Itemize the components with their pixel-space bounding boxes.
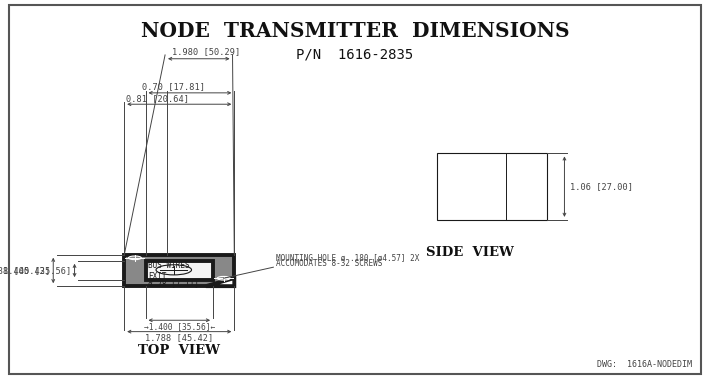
Text: DWG:  1616A-NODEDIM: DWG: 1616A-NODEDIM	[597, 360, 692, 369]
Text: →1.400 [35.56]←: →1.400 [35.56]←	[143, 322, 215, 331]
Text: 1.788 [45.42]: 1.788 [45.42]	[0, 266, 50, 275]
Text: NODE  TRANSMITTER  DIMENSIONS: NODE TRANSMITTER DIMENSIONS	[141, 21, 569, 41]
Text: ø.28 [7.11]: ø.28 [7.11]	[148, 279, 200, 288]
Text: 1.400 [35.56]: 1.400 [35.56]	[4, 266, 72, 275]
Bar	[124, 255, 234, 286]
Text: EXIT: EXIT	[148, 272, 167, 281]
Ellipse shape	[217, 276, 230, 280]
Text: 1.980 [50.29]: 1.980 [50.29]	[172, 47, 240, 56]
Polygon shape	[206, 278, 234, 286]
Text: 0.81 [20.64]: 0.81 [20.64]	[126, 94, 190, 103]
Text: TOP  VIEW: TOP VIEW	[138, 344, 220, 357]
Bar	[146, 261, 213, 280]
Text: BUS WIRES: BUS WIRES	[148, 262, 190, 271]
Text: 1.788 [45.42]: 1.788 [45.42]	[145, 334, 214, 343]
Text: P/N  1616-2835: P/N 1616-2835	[296, 47, 414, 61]
Ellipse shape	[129, 256, 141, 260]
Ellipse shape	[156, 265, 192, 275]
Text: ACCOMODATES 8-32 SCREWS: ACCOMODATES 8-32 SCREWS	[276, 259, 383, 268]
Text: MOUNTING HOLE ø .180 [ø4.57] 2X: MOUNTING HOLE ø .180 [ø4.57] 2X	[276, 253, 420, 262]
Text: 0.70 [17.81]: 0.70 [17.81]	[142, 82, 205, 91]
Bar	[437, 153, 547, 220]
Text: 1.06 [27.00]: 1.06 [27.00]	[570, 182, 633, 191]
Text: SIDE  VIEW: SIDE VIEW	[426, 246, 513, 258]
